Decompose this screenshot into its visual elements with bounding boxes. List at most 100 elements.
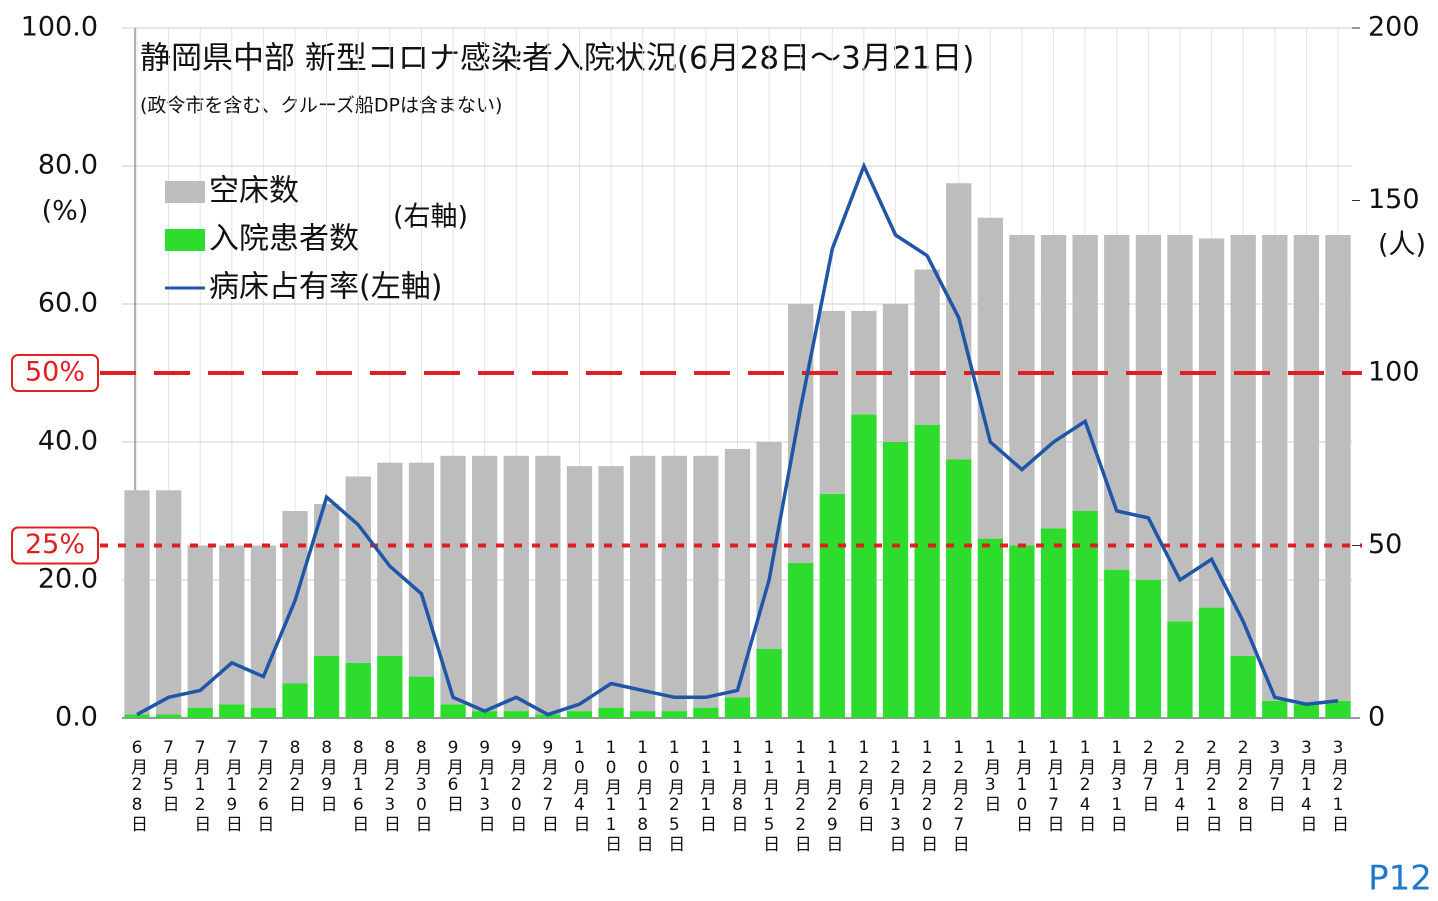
y2-tick-label: 150	[1368, 184, 1420, 215]
x-tick-label: 9月13日	[475, 738, 496, 832]
bar	[535, 455, 561, 715]
x-tick-label: 3月7日	[1265, 738, 1286, 812]
x-tick-label: 1月17日	[1044, 738, 1065, 832]
y-tick-label: 20.0	[38, 564, 98, 595]
bar	[472, 455, 498, 712]
x-tick-label: 7月5日	[159, 738, 180, 812]
x-tick-label: 8月9日	[317, 738, 338, 812]
bar	[377, 655, 403, 718]
bar	[187, 545, 213, 708]
legend-label: 入院患者数	[209, 222, 359, 257]
bar	[914, 269, 940, 425]
bar	[1325, 235, 1351, 701]
chart-subtitle: (政令市を含む、クルーズ船DPは含まない)	[140, 95, 502, 117]
y-tick-label: 80.0	[38, 150, 98, 181]
bar	[155, 490, 182, 715]
x-tick-label: 2月21日	[1202, 738, 1223, 832]
x-tick-label: 8月23日	[380, 738, 401, 832]
x-tick-label: 11月29日	[822, 738, 843, 852]
bar	[1009, 235, 1035, 546]
bar	[124, 490, 150, 715]
x-tick-label: 7月12日	[190, 738, 211, 832]
reference-label-box	[11, 354, 99, 392]
bar	[851, 310, 877, 415]
x-tick-label: 10月25日	[664, 738, 685, 852]
x-tick-label: 6月28日	[127, 738, 148, 832]
bar	[408, 462, 435, 677]
bar	[756, 649, 782, 718]
bar	[1040, 528, 1067, 718]
bar	[1198, 238, 1225, 608]
x-tick-label: 12月6日	[854, 738, 875, 832]
x-tick-label: 1月24日	[1075, 738, 1096, 832]
bar	[1104, 569, 1130, 718]
bar	[693, 707, 719, 718]
bar	[1104, 235, 1130, 570]
y2-tick-label: 0	[1368, 702, 1385, 733]
x-tick-label: 12月20日	[917, 738, 938, 852]
bar	[819, 493, 845, 718]
bar	[155, 714, 182, 718]
reference-label: 25%	[25, 529, 85, 560]
x-tick-label: 11月8日	[728, 738, 749, 832]
bar	[219, 545, 245, 705]
y2-tick-label: 50	[1368, 529, 1402, 560]
x-tick-label: 10月4日	[569, 738, 590, 832]
y-tick-label: 0.0	[55, 702, 98, 733]
bar	[1262, 235, 1288, 701]
bar	[819, 310, 845, 494]
bar	[1167, 235, 1193, 622]
x-tick-label: 9月27日	[538, 738, 559, 832]
x-tick-label: 1月3日	[980, 738, 1001, 812]
bar	[345, 476, 371, 663]
bar	[946, 459, 972, 718]
legend-note: (右軸)	[393, 202, 468, 233]
x-tick-label: 8月2日	[285, 738, 306, 812]
x-tick-label: 11月1日	[696, 738, 717, 832]
bar	[187, 707, 213, 718]
bar	[313, 655, 340, 718]
y2-unit: (人)	[1378, 230, 1426, 261]
bar	[788, 304, 814, 563]
legend-label: 空床数	[209, 174, 299, 209]
bar	[661, 455, 687, 712]
bar	[503, 455, 529, 712]
reference-label-box	[11, 526, 99, 565]
x-tick-label: 11月15日	[759, 738, 780, 852]
bar	[977, 538, 1003, 718]
line-series	[136, 161, 1339, 717]
x-tick-label: 11月22日	[791, 738, 812, 852]
bar	[1325, 700, 1351, 718]
x-tick-label: 2月7日	[1138, 738, 1159, 812]
y-tick-label: 60.0	[38, 288, 98, 319]
x-tick-label: 10月11日	[601, 738, 622, 852]
x-tick-label: 3月14日	[1296, 738, 1317, 832]
bar	[661, 711, 687, 718]
legend-label: 病床占有率(左軸)	[209, 270, 442, 305]
legend-swatch	[165, 229, 205, 251]
bar	[345, 662, 371, 718]
bar	[219, 704, 245, 718]
bar	[977, 217, 1003, 539]
bar	[851, 414, 877, 718]
x-tick-label: 12月27日	[949, 738, 970, 852]
x-tick-label: 8月30日	[411, 738, 432, 832]
bar	[693, 455, 719, 708]
bar	[1230, 655, 1256, 718]
x-tick-label: 12月13日	[886, 738, 907, 852]
page-label: P12	[1368, 859, 1432, 898]
x-tick-label: 7月19日	[222, 738, 243, 832]
bar	[1072, 511, 1098, 718]
x-tick-label: 1月10日	[1012, 738, 1033, 832]
reference-label: 50%	[25, 357, 85, 388]
bar	[566, 466, 593, 712]
bar	[914, 424, 940, 718]
bar	[1293, 704, 1320, 718]
bar	[1230, 235, 1256, 656]
x-tick-label: 10月18日	[633, 738, 654, 852]
bar	[440, 455, 466, 705]
y-unit: (%)	[42, 196, 89, 227]
bar	[1135, 580, 1162, 718]
x-tick-label: 9月6日	[443, 738, 464, 812]
